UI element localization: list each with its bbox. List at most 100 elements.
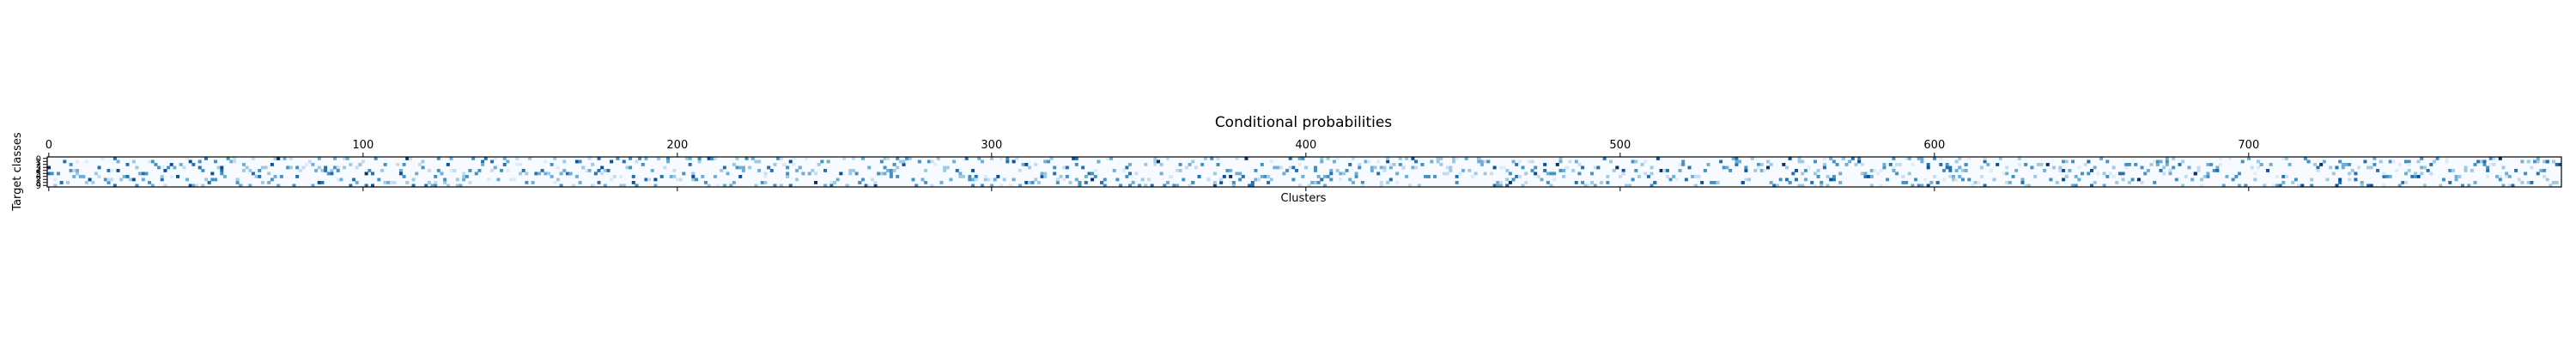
heatmap-cell: [1021, 163, 1025, 166]
heatmap-cell: [355, 165, 359, 170]
heatmap-cell: [1449, 165, 1453, 170]
heatmap-cell: [1672, 175, 1676, 178]
heatmap-cell: [398, 172, 403, 176]
heatmap-cell: [707, 157, 711, 160]
heatmap-cell: [370, 184, 374, 188]
heatmap-cell: [2234, 175, 2239, 178]
heatmap-cell: [1917, 157, 1921, 160]
x-tick-label: 300: [981, 139, 1002, 152]
heatmap-cell: [1886, 178, 1890, 182]
heatmap-cell: [402, 163, 406, 166]
heatmap-cell: [289, 157, 293, 160]
heatmap-cell: [939, 181, 944, 184]
heatmap-cell: [1863, 175, 1868, 178]
heatmap-cell: [2083, 163, 2087, 166]
heatmap-cell: [336, 178, 340, 182]
heatmap-cell: [1386, 181, 1390, 184]
heatmap-cell: [1370, 165, 1374, 170]
heatmap-cell: [1926, 163, 1930, 166]
heatmap-cell: [2168, 169, 2172, 172]
heatmap-cell: [1479, 163, 1484, 166]
heatmap-cell: [1049, 157, 1054, 160]
heatmap-cell: [1684, 178, 1688, 182]
heatmap-cell: [110, 169, 114, 172]
heatmap-cell: [1326, 175, 1330, 178]
heatmap-cell: [1231, 184, 1236, 188]
heatmap-cell: [1581, 181, 1585, 184]
heatmap-cell: [754, 184, 758, 188]
heatmap-cell: [1782, 163, 1786, 166]
heatmap-cell: [952, 159, 957, 164]
heatmap-cell: [2238, 172, 2242, 176]
heatmap-cell: [1320, 159, 1324, 164]
heatmap-cell: [987, 178, 991, 182]
heatmap-cell: [597, 157, 601, 160]
heatmap-cell: [1744, 178, 1748, 182]
heatmap-cell: [2300, 184, 2305, 188]
heatmap-cell: [2413, 172, 2417, 176]
heatmap-cell: [1348, 178, 1352, 182]
heatmap-cell: [2454, 175, 2458, 178]
heatmap-cell: [421, 165, 425, 170]
heatmap-cell: [1791, 172, 1795, 176]
heatmap-cell: [971, 184, 975, 188]
heatmap-cell: [2388, 159, 2392, 164]
heatmap-cell: [2454, 178, 2458, 182]
heatmap-cell: [1505, 184, 1510, 188]
heatmap-cell: [2558, 163, 2562, 166]
heatmap-cell: [1687, 165, 1692, 170]
heatmap-cell: [2200, 184, 2204, 188]
heatmap-cell: [2445, 159, 2449, 164]
heatmap-cell: [1954, 178, 1959, 182]
heatmap-cell: [1254, 178, 1258, 182]
heatmap-cell: [377, 178, 381, 182]
heatmap-cell: [1731, 157, 1735, 160]
heatmap-cell: [311, 163, 315, 166]
heatmap-cell: [314, 169, 319, 172]
heatmap-cell: [2099, 157, 2103, 160]
heatmap-cell: [860, 178, 865, 182]
heatmap-cell: [760, 181, 764, 184]
heatmap-cell: [2348, 172, 2352, 176]
plot-frame: [46, 156, 2562, 188]
heatmap-cell: [1172, 184, 1176, 188]
heatmap-cell: [1895, 172, 1899, 176]
heatmap-cell: [2316, 165, 2320, 170]
heatmap-cell: [333, 157, 337, 160]
heatmap-cell: [879, 159, 884, 164]
heatmap-cell: [1989, 169, 1993, 172]
heatmap-cell: [1888, 163, 1893, 166]
heatmap-cell: [2372, 157, 2377, 160]
heatmap-cell: [1131, 181, 1135, 184]
heatmap-cell: [106, 169, 111, 172]
heatmap-cell: [1534, 172, 1538, 176]
heatmap-cell: [968, 175, 972, 178]
heatmap-cell: [653, 184, 658, 188]
heatmap-cell: [1668, 178, 1673, 182]
heatmap-cell: [2526, 159, 2530, 164]
heatmap-cell: [1587, 184, 1591, 188]
heatmap-cell: [2329, 165, 2333, 170]
heatmap-cell: [1376, 159, 1381, 164]
heatmap-cell: [1829, 157, 1833, 160]
heatmap-cell: [197, 165, 202, 170]
heatmap-cell: [2335, 165, 2339, 170]
heatmap-cell: [1769, 163, 1773, 166]
heatmap-cell: [1059, 175, 1063, 178]
y-tick-label: 0: [36, 154, 41, 164]
heatmap-cell: [245, 165, 249, 170]
heatmap-cell: [1797, 184, 1801, 188]
heatmap-cell: [2458, 175, 2462, 178]
heatmap-cell: [506, 169, 510, 172]
heatmap-cell: [500, 169, 504, 172]
heatmap-cell: [2482, 163, 2487, 166]
heatmap-cell: [1960, 169, 1965, 172]
heatmap-cell: [100, 157, 105, 160]
heatmap-cell: [811, 169, 815, 172]
heatmap-cell: [138, 172, 143, 176]
heatmap-cell: [574, 175, 579, 178]
heatmap-cell: [84, 159, 88, 164]
heatmap-cell: [1536, 175, 1540, 178]
heatmap-cell: [91, 181, 95, 184]
heatmap-cell: [1738, 159, 1742, 164]
